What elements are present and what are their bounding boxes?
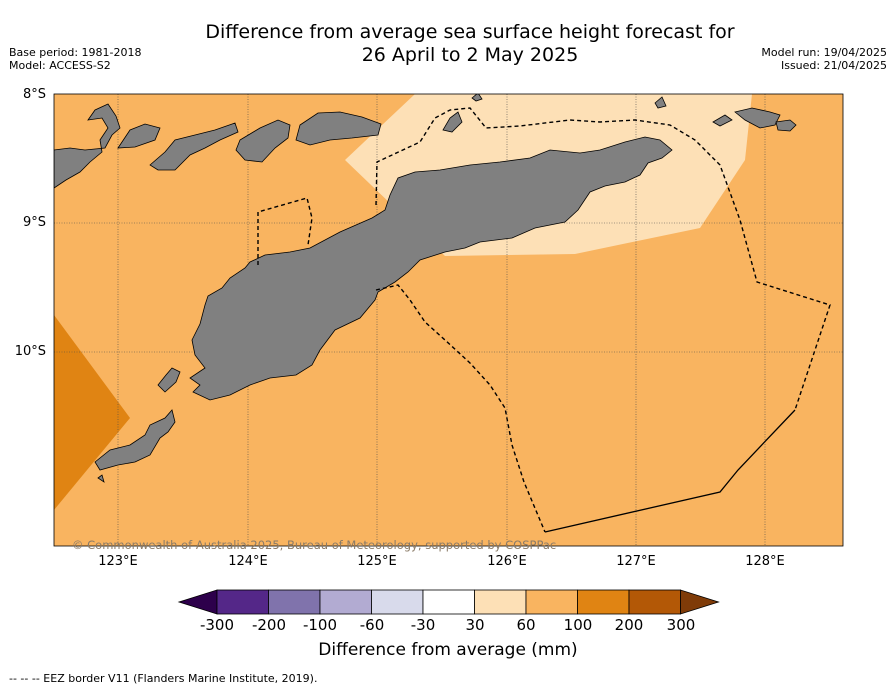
- colorbar-segment: [474, 589, 527, 615]
- model-run: Model run: 19/04/2025: [761, 46, 887, 59]
- lon-label-127e: 127°E: [616, 554, 656, 569]
- colorbar-segment: [422, 589, 475, 615]
- eez-border-solid: [544, 409, 796, 533]
- model-name: Model: ACCESS-S2: [9, 59, 111, 72]
- wetar-small-isle: [442, 111, 463, 133]
- colorbar-tick: 30: [465, 616, 485, 634]
- colorbar-segment: [268, 589, 321, 615]
- sawu-island: [94, 409, 176, 471]
- kisar-island: [712, 114, 733, 127]
- colorbar-label: Difference from average (mm): [318, 640, 578, 660]
- colorbar-arrow-high: [680, 589, 720, 615]
- moa-island: [734, 107, 781, 129]
- copyright-notice: © Commonwealth of Australia 2025, Bureau…: [72, 538, 557, 552]
- colorbar-segment: [577, 589, 630, 615]
- lat-label-10s: 10°S: [14, 344, 46, 359]
- colorbar: [177, 589, 720, 615]
- colorbar-tick: -200: [251, 616, 287, 634]
- colorbar-tick: 60: [516, 616, 536, 634]
- colorbar-tick: -30: [410, 616, 436, 634]
- ocean-100-200-region: [54, 315, 130, 510]
- colorbar-tick: -100: [302, 616, 338, 634]
- eez-legend: -- -- -- EEZ border V11 (Flanders Marine…: [9, 672, 318, 685]
- colorbar-segment: [371, 589, 424, 615]
- leti-island: [654, 96, 667, 109]
- eez-border-oecusse: [257, 197, 313, 265]
- meta-left: Base period: 1981-2018 Model: ACCESS-S2: [9, 46, 141, 72]
- chart-title-line1: Difference from average sea surface heig…: [205, 21, 735, 43]
- land-masses: [54, 94, 797, 483]
- colorbar-segment: [628, 589, 681, 615]
- lat-label-8s: 8°S: [22, 87, 46, 102]
- lon-label-126e: 126°E: [487, 554, 527, 569]
- eez-border-south: [375, 284, 546, 533]
- wetar-island: [295, 111, 382, 146]
- colorbar-segment: [319, 589, 372, 615]
- pantar-island: [149, 122, 239, 171]
- lembata-island: [117, 123, 161, 149]
- colorbar-tick: 300: [666, 616, 696, 634]
- chart-title-line2: 26 April to 2 May 2025: [361, 44, 579, 66]
- lon-label-128e: 128°E: [745, 554, 785, 569]
- map-area: [54, 94, 843, 546]
- colorbar-tick: -300: [199, 616, 235, 634]
- lon-label-123e: 123°E: [98, 554, 138, 569]
- meta-right: Model run: 19/04/2025 Issued: 21/04/2025: [761, 46, 887, 72]
- flores-east: [54, 103, 121, 189]
- sawu-islet: [97, 474, 105, 483]
- base-period: Base period: 1981-2018: [9, 46, 142, 59]
- colorbar-arrow-low: [177, 589, 218, 615]
- timor-island: [189, 136, 673, 401]
- colorbar-tick: 200: [614, 616, 644, 634]
- colorbar-segment: [525, 589, 578, 615]
- colorbar-segment: [216, 589, 269, 615]
- eez-borders: [257, 107, 831, 533]
- map-frame: [53, 93, 844, 547]
- lat-label-9s: 9°S: [22, 215, 46, 230]
- eez-border-north: [375, 107, 831, 411]
- issued-date: Issued: 21/04/2025: [780, 59, 887, 72]
- colorbar-tick: 100: [563, 616, 593, 634]
- alor-island: [235, 119, 291, 163]
- lakor-island: [775, 119, 797, 132]
- lon-label-124e: 124°E: [228, 554, 268, 569]
- roti-island: [157, 367, 181, 393]
- atauro-islet: [471, 94, 483, 102]
- lon-label-125e: 125°E: [357, 554, 397, 569]
- colorbar-tick: -60: [359, 616, 385, 634]
